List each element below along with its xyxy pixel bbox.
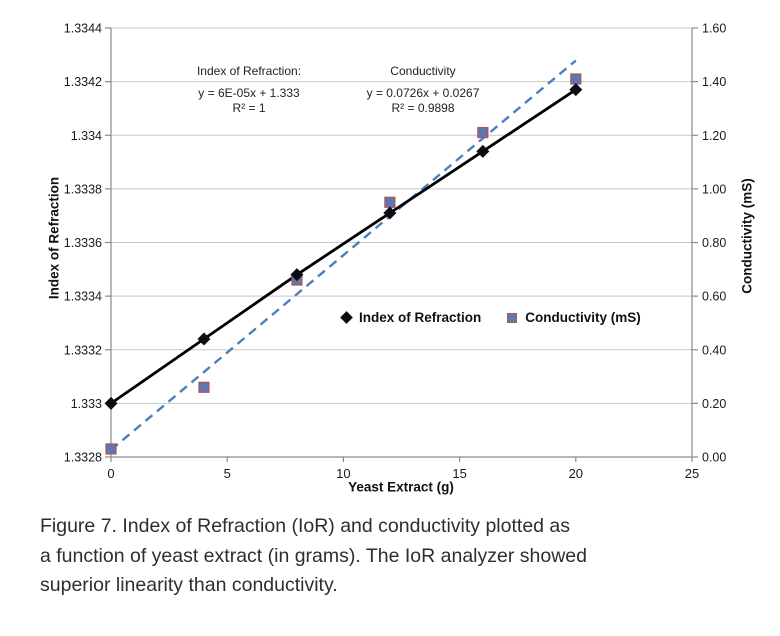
- legend-label-conductivity: Conductivity (mS): [525, 310, 641, 325]
- caption-line-2: a function of yeast extract (in grams). …: [40, 544, 587, 567]
- conductivity-trendline: [110, 59, 577, 451]
- annotation-conductivity: Conductivity y = 0.0726x + 0.0267 R² = 0…: [367, 64, 480, 116]
- x-axis-title: Yeast Extract (g): [348, 479, 454, 495]
- conductivity-data-point: [570, 73, 582, 85]
- caption-line-3: superior linearity than conductivity.: [40, 574, 338, 596]
- figure-caption: Figure 7. Index of Refraction (IoR) and …: [40, 512, 760, 601]
- chart-area: 1.3328 1.333 1.3332 1.3334 1.3336 1.3338 1.334…: [46, 22, 755, 495]
- ior-data-point: [383, 206, 397, 220]
- left-axis-tick-label: 1.3332: [64, 343, 102, 357]
- annotation-ior-title: Index of Refraction:: [196, 64, 302, 78]
- chart-legend: Index of Refraction Conductivity (mS): [340, 310, 641, 325]
- conductivity-data-point: [477, 126, 489, 139]
- legend-label-ior: Index of Refraction: [359, 310, 482, 325]
- annotation-ior: Index of Refraction: y = 6E-05x + 1.333 …: [197, 64, 301, 116]
- annotation-conductivity-title: Conductivity: [390, 64, 456, 78]
- annotation-ior-r2: R² = 1: [232, 101, 266, 115]
- right-axis-tick-label: 1.00: [702, 182, 726, 196]
- annotation-conductivity-r2: R² = 0.9898: [391, 101, 455, 115]
- left-axis-tick-label: 1.3342: [64, 75, 102, 89]
- x-axis-tick-label: 15: [452, 466, 466, 481]
- right-axis-tick-label: 0.40: [702, 343, 726, 357]
- ior-data-point: [290, 268, 304, 282]
- right-axis-tick-label: 0.20: [702, 397, 726, 411]
- square-marker-icon: [507, 312, 518, 323]
- conductivity-data-point: [198, 381, 210, 393]
- legend-item-conductivity: Conductivity (mS): [507, 310, 641, 325]
- legend-item-index-of-refraction: Index of Refraction: [340, 310, 482, 325]
- ior-series-line: [110, 88, 577, 405]
- right-axis-tick-label: 0.60: [702, 290, 726, 304]
- conductivity-data-point: [105, 443, 117, 455]
- left-axis-tick-label: 1.3334: [64, 290, 102, 304]
- right-axis-tick-label: 1.40: [702, 75, 726, 89]
- right-axis-tick-label: 0.00: [702, 451, 726, 465]
- left-axis-tick-label: 1.3338: [64, 182, 102, 196]
- left-axis-tick-label: 1.3328: [64, 451, 102, 465]
- left-axis-tick-label: 1.333: [71, 397, 102, 411]
- left-axis-tick-label: 1.3336: [64, 236, 102, 250]
- x-axis-tick-label: 20: [569, 466, 583, 481]
- ior-data-point: [197, 332, 211, 346]
- ior-data-point: [476, 144, 490, 158]
- left-axis-title: Index of Refraction: [46, 176, 62, 300]
- ior-data-point: [104, 396, 118, 410]
- right-axis-title: Conductivity (mS): [739, 178, 755, 294]
- annotation-ior-equation: y = 6E-05x + 1.333: [198, 86, 300, 100]
- ior-data-point: [569, 83, 583, 97]
- annotation-conductivity-equation: y = 0.0726x + 0.0267: [366, 86, 480, 100]
- x-axis-tick-label: 25: [685, 466, 699, 481]
- caption-line-1: Figure 7. Index of Refraction (IoR) and …: [40, 515, 571, 537]
- right-axis-tick-label: 0.80: [702, 236, 726, 250]
- diamond-marker-icon: [340, 311, 353, 324]
- x-axis-tick-label: 10: [336, 466, 350, 481]
- left-axis-tick-label: 1.3344: [64, 22, 102, 36]
- x-axis-tick-label: 5: [224, 466, 231, 481]
- right-axis-tick-label: 1.60: [702, 22, 726, 36]
- conductivity-data-point: [384, 196, 396, 208]
- chart-plot-svg: 1.3328 1.333 1.3332 1.3334 1.3336 1.3338 1.334…: [64, 22, 727, 482]
- right-axis-tick-label: 1.20: [702, 129, 726, 143]
- left-axis-tick-label: 1.334: [71, 129, 102, 143]
- x-axis-tick-label: 0: [107, 466, 114, 481]
